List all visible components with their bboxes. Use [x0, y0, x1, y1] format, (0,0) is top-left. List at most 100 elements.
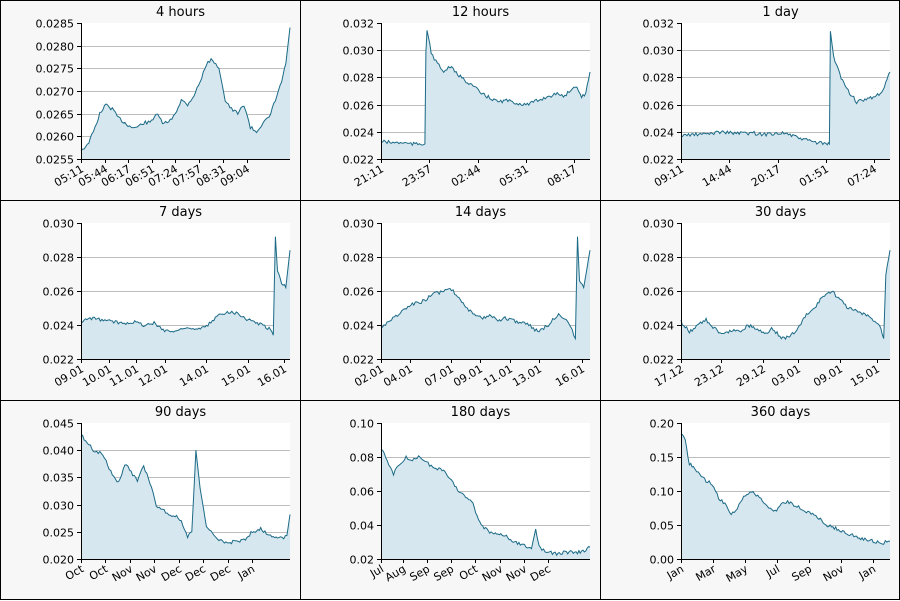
y-tick-label: 0.030	[343, 45, 375, 58]
y-tick-label: 0.040	[43, 445, 75, 458]
x-tick-label: 12.01	[136, 362, 170, 389]
series-area	[81, 27, 290, 159]
series-area	[81, 435, 290, 559]
y-tick-label: 0.0265	[36, 109, 75, 122]
series-line	[380, 449, 591, 557]
chart-title: 4 hours	[156, 5, 205, 20]
series-area	[681, 250, 890, 359]
y-tick-label: 0.026	[43, 286, 75, 299]
x-tick-label: 13.01	[510, 362, 544, 389]
x-tick-label: 09.01	[451, 362, 485, 389]
chart-svg: 1 day0.0220.0240.0260.0280.0300.03209:11…	[643, 5, 891, 189]
series-area	[381, 449, 590, 559]
x-tick-label: 07.01	[422, 362, 456, 389]
series-area	[681, 31, 890, 160]
x-tick-label: 10.01	[80, 362, 114, 389]
x-tick-label: 02:44	[449, 162, 483, 189]
y-tick-label: 0.022	[643, 154, 675, 167]
chart-panel: 360 days 0.00 0.05 0.10 0.15 0.20 Jan Mar May Jul…	[600, 400, 900, 600]
chart-title: 7 days	[159, 205, 202, 220]
y-tick-label: 0.026	[643, 286, 675, 299]
x-tick-label: Sep	[408, 562, 432, 584]
x-tick-label: Dec	[208, 562, 233, 584]
chart-panel: 180 days 0.02 0.04 0.06 0.08 0.10 Jul Aug Sep Sep…	[300, 400, 600, 600]
series-line	[680, 433, 891, 545]
y-tick-label: 0.10	[350, 418, 375, 431]
x-tick-label: 23:57	[400, 162, 434, 189]
y-tick-label: 0.030	[643, 45, 675, 58]
series-line	[380, 30, 591, 147]
series-line	[80, 434, 291, 545]
y-tick-label: 0.030	[43, 218, 75, 231]
y-tick-label: 0.08	[350, 452, 375, 465]
x-tick-label: Nov	[480, 562, 506, 584]
y-tick-label: 0.024	[43, 320, 75, 333]
y-tick-label: 0.026	[643, 100, 675, 113]
y-tick-label: 0.05	[650, 520, 675, 533]
y-tick-label: 0.025	[43, 527, 75, 540]
x-tick-label: Mar	[694, 562, 719, 584]
x-tick-label: Dec	[159, 562, 184, 584]
x-tick-label: 20:17	[749, 162, 783, 189]
y-tick-label: 0.024	[343, 127, 375, 140]
x-tick-label: Jul	[367, 562, 386, 580]
x-tick-label: 11.01	[481, 362, 515, 389]
y-tick-label: 0.04	[350, 520, 375, 533]
y-tick-label: 0.024	[643, 320, 675, 333]
chart-panel: 12 hours 0.022 0.024 0.026 0.028 0.030 0.032 21…	[300, 0, 600, 200]
y-tick-label: 0.10	[650, 486, 675, 499]
x-tick-label: 16.01	[553, 362, 587, 389]
series-area	[681, 433, 890, 559]
y-tick-label: 0.035	[43, 472, 75, 485]
x-tick-label: Aug	[383, 562, 408, 584]
y-tick-label: 0.022	[343, 354, 375, 367]
x-tick-label: 15.01	[219, 362, 253, 389]
y-tick-label: 0.0275	[36, 63, 75, 76]
y-tick-label: 0.030	[43, 500, 75, 513]
chart-panel: 30 days 0.022 0.024 0.026 0.028 0.030 17.12 23.…	[600, 200, 900, 400]
x-tick-label: 23.12	[692, 362, 726, 389]
series-area	[381, 30, 590, 159]
y-tick-label: 0.20	[650, 418, 675, 431]
chart-title: 14 days	[455, 205, 507, 220]
y-tick-label: 0.028	[43, 252, 75, 265]
x-tick-label: 11.01	[107, 362, 141, 389]
series-area	[81, 236, 290, 359]
y-tick-label: 0.032	[643, 18, 675, 31]
x-tick-label: 03.01	[769, 362, 803, 389]
y-tick-label: 0.028	[343, 72, 375, 85]
x-tick-label: Dec	[183, 562, 208, 584]
y-tick-label: 0.06	[350, 486, 375, 499]
chart-panel: 4 hours 0.0255 0.0260 0.0265 0.0270 0.0275 0.0…	[0, 0, 300, 200]
chart-title: 1 day	[762, 5, 799, 20]
series-line	[80, 27, 291, 152]
x-tick-label: 16.01	[255, 362, 289, 389]
chart-svg: 360 days 0.00 0.05 0.10 0.15 0.20 Jan Mar May Jul…	[650, 405, 891, 585]
chart-title: 30 days	[755, 205, 807, 220]
series-line	[680, 250, 891, 341]
x-tick-label: Oct	[457, 562, 481, 583]
x-tick-label: Oct	[87, 562, 111, 583]
series-line	[380, 236, 591, 341]
x-tick-label: Jul	[763, 562, 782, 580]
x-tick-label: Nov	[821, 562, 847, 584]
y-tick-label: 0.022	[643, 354, 675, 367]
x-tick-label: Nov	[504, 562, 530, 584]
series-line	[80, 236, 291, 336]
chart-title: 90 days	[155, 405, 207, 420]
x-tick-label: 14:44	[700, 162, 734, 189]
y-tick-label: 0.0255	[36, 154, 75, 167]
y-tick-label: 0.026	[343, 100, 375, 113]
series-area	[381, 236, 590, 359]
x-tick-label: 07:24	[845, 162, 879, 189]
series-line	[680, 31, 891, 146]
y-tick-label: 0.15	[650, 452, 675, 465]
chart-svg: 4 hours 0.0255 0.0260 0.0265 0.0270 0.0275 0.0…	[36, 5, 291, 189]
chart-panel: 7 days 0.022 0.024 0.026 0.028 0.030 09.01 10.0…	[0, 200, 300, 400]
x-tick-label: Jan	[235, 562, 257, 582]
x-tick-label: May	[724, 562, 751, 585]
y-tick-label: 0.0285	[36, 18, 75, 31]
x-tick-label: Nov	[110, 562, 136, 584]
